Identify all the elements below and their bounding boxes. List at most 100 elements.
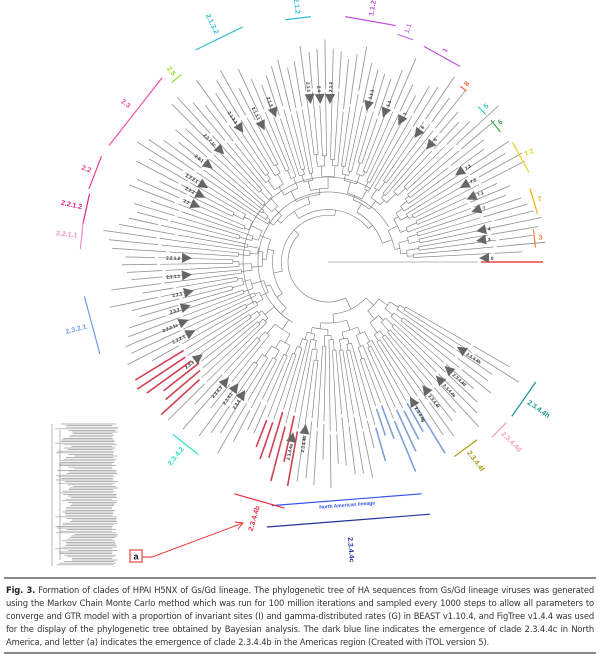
branch <box>357 152 362 163</box>
branch <box>224 343 252 373</box>
branch <box>246 361 255 372</box>
clade-triangle-icon <box>455 165 467 176</box>
branch <box>246 117 271 159</box>
branch <box>265 75 280 116</box>
branch <box>308 51 313 89</box>
branch <box>423 197 467 218</box>
branch <box>261 177 266 183</box>
branch <box>483 203 528 218</box>
branch-arc <box>265 178 271 183</box>
branch <box>283 109 301 166</box>
branch <box>387 69 403 109</box>
branch <box>369 111 394 165</box>
branch <box>108 239 159 246</box>
branch <box>256 122 276 159</box>
collapsed-node: 7 <box>471 203 486 214</box>
collapsed-node: 2.3.2.1c <box>202 133 225 155</box>
branch <box>175 129 208 158</box>
branch <box>189 195 225 213</box>
clade-bar <box>460 85 467 92</box>
collapsed-node: 2.3.4.4a <box>286 432 297 460</box>
branch <box>253 181 263 190</box>
branch <box>267 248 274 251</box>
node-label: 2.3.4.1 <box>222 391 234 405</box>
branch <box>255 354 263 364</box>
branch <box>185 172 264 222</box>
branch <box>408 216 414 219</box>
branch <box>424 253 492 258</box>
branch <box>367 368 381 403</box>
branch <box>253 314 261 321</box>
branch <box>241 133 263 164</box>
collapsed-node: 2.1.1 <box>304 82 315 104</box>
branch <box>338 112 344 158</box>
branch <box>313 333 315 341</box>
branch <box>161 244 228 253</box>
branch <box>416 228 429 233</box>
branch <box>384 334 390 341</box>
branch <box>193 323 244 360</box>
branch <box>380 322 390 332</box>
node-label: 2.3.4.4b <box>300 435 307 452</box>
branch <box>178 295 247 325</box>
branch <box>277 174 284 185</box>
branch <box>352 361 367 419</box>
branch <box>209 158 255 199</box>
branch <box>362 161 367 172</box>
branch <box>470 152 506 176</box>
clade-bar <box>171 73 182 83</box>
clade-bar <box>423 45 461 67</box>
node-label: 2.3.3 <box>184 360 195 370</box>
branch <box>192 102 226 141</box>
branch <box>399 305 406 309</box>
branch-arc <box>387 329 391 333</box>
node-label: 3 <box>488 237 492 242</box>
branch <box>245 250 251 252</box>
branch <box>165 266 230 271</box>
branch <box>368 225 373 229</box>
branch <box>325 92 327 151</box>
branch <box>299 45 307 91</box>
branch <box>383 177 386 182</box>
branch <box>269 158 275 167</box>
collapsed-node: 2.2.2 <box>184 186 206 198</box>
branch <box>283 353 301 410</box>
node-label: 2.1.1 <box>305 82 311 93</box>
branch <box>240 119 272 170</box>
node-label: 2.2.2 <box>184 186 196 195</box>
branch <box>305 340 308 349</box>
branch <box>250 78 265 110</box>
clade-bar <box>511 141 530 173</box>
branch <box>236 245 248 248</box>
branch <box>366 172 372 182</box>
branch <box>239 303 246 308</box>
branch <box>165 369 201 401</box>
figure-caption: Fig. 3. Formation of clades of HPAI H5NX… <box>6 584 594 649</box>
branch <box>337 157 339 167</box>
branch <box>258 310 263 314</box>
branch <box>382 239 393 244</box>
clade-triangle-icon <box>398 114 408 126</box>
branch <box>351 165 354 172</box>
branch <box>351 343 355 354</box>
branch <box>301 174 305 183</box>
branch <box>387 344 428 400</box>
branch <box>366 164 371 173</box>
clade-bar <box>453 439 478 458</box>
branch <box>336 354 342 415</box>
branch <box>294 346 298 355</box>
branch-arc <box>380 317 386 323</box>
branch <box>473 345 511 368</box>
branch <box>346 344 349 351</box>
branch <box>256 299 263 304</box>
branch <box>266 323 276 334</box>
branch <box>241 307 248 311</box>
branch <box>275 164 281 173</box>
caption-bottom-rule <box>4 652 596 654</box>
branch <box>391 337 433 386</box>
branch <box>254 292 260 295</box>
clade-label: 6 <box>497 119 505 127</box>
branch <box>386 130 434 189</box>
branch <box>323 358 326 422</box>
branch <box>220 289 233 294</box>
